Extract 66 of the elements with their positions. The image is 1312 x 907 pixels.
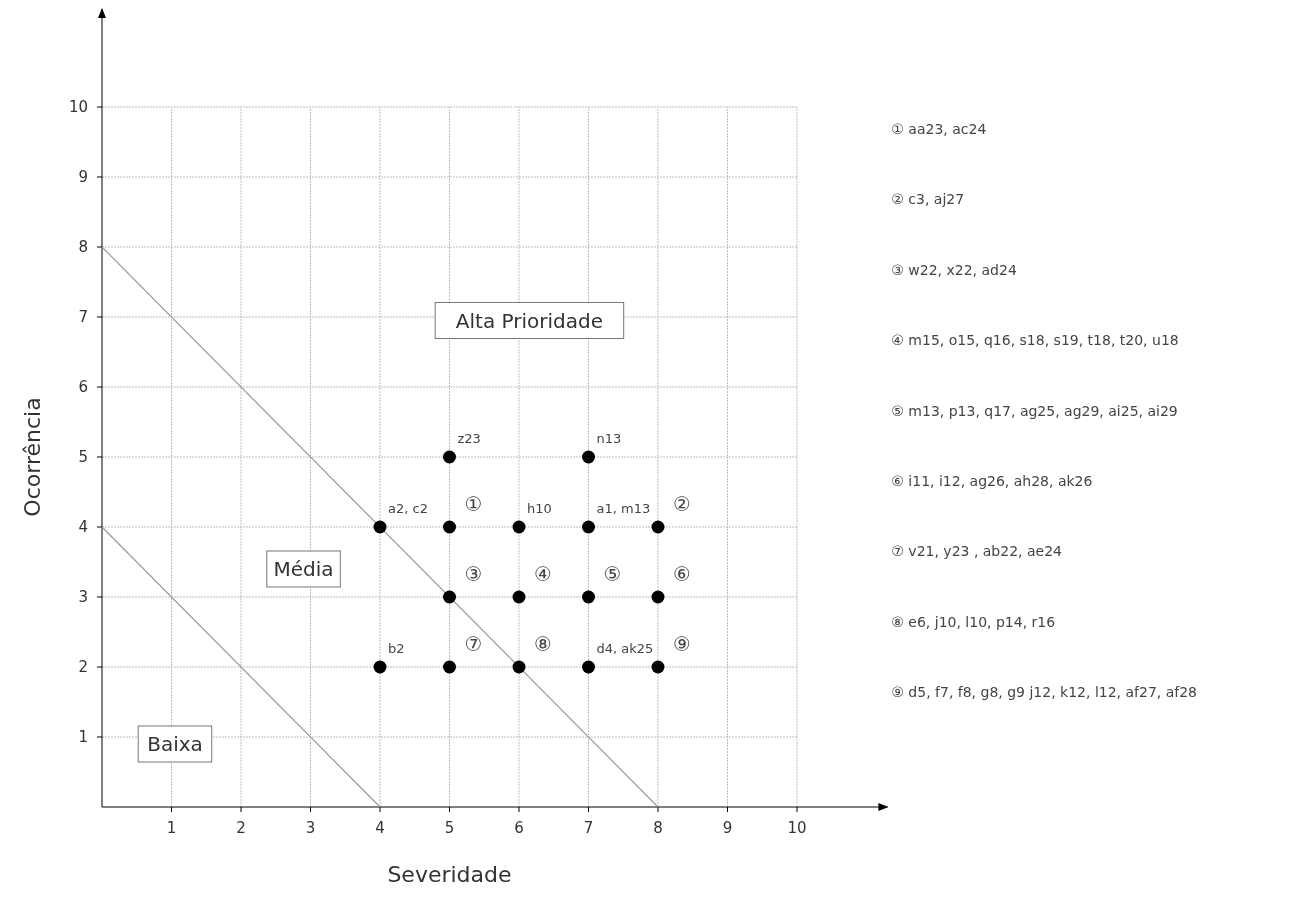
data-label: ⑦ — [464, 632, 483, 656]
point — [443, 520, 456, 534]
point — [373, 520, 387, 534]
y-tick-label: 3 — [78, 588, 88, 606]
data-label: a2, c2 — [388, 501, 428, 516]
y-tick-label: 5 — [78, 448, 88, 466]
data-label: d4, ak25 — [596, 641, 654, 656]
data-label: ① — [464, 492, 483, 516]
data-label: ④ — [534, 562, 552, 586]
data-label: a1, m13 — [596, 501, 651, 516]
point — [651, 520, 665, 534]
point — [582, 660, 595, 674]
y-tick-label: 1 — [78, 728, 88, 746]
x-axis-title: Severidade — [387, 862, 512, 887]
data-label: ⑥ — [673, 562, 691, 586]
data-label: ⑤ — [603, 562, 622, 586]
x-tick-label: 2 — [236, 819, 246, 837]
annotation: Baixa — [147, 732, 203, 756]
point — [443, 660, 456, 674]
point — [651, 660, 665, 674]
data-label: b2 — [388, 641, 405, 656]
text: ⑦ v21, y23 , ab22, ae24 — [891, 543, 1063, 560]
text: ① aa23, ac24 — [891, 121, 987, 137]
point — [512, 660, 526, 674]
y-tick-label: 8 — [78, 238, 88, 256]
x-tick-label: 9 — [722, 819, 733, 837]
x-tick-label: 10 — [787, 819, 807, 837]
data-label: ③ — [464, 562, 483, 586]
y-axis-title: Ocorrência — [20, 397, 45, 517]
point — [512, 520, 526, 534]
x-tick-label: 3 — [305, 819, 316, 837]
point — [373, 660, 387, 674]
text: ⑧ e6, j10, l10, p14, r16 — [891, 613, 1056, 630]
point — [582, 450, 595, 464]
y-tick-label: 4 — [78, 518, 88, 536]
data-label: ② — [673, 492, 691, 516]
x-tick-label: 7 — [583, 819, 594, 837]
y-tick-label: 9 — [78, 168, 88, 186]
point — [651, 590, 665, 604]
point — [582, 590, 595, 604]
x-tick-label: 5 — [444, 819, 455, 837]
x-tick-label: 8 — [653, 819, 663, 837]
y-tick-label: 2 — [78, 658, 88, 676]
text: ⑨ d5, f7, f8, g8, g9 j12, k12, l12, af27, af28 — [891, 684, 1198, 701]
data-label: ⑧ — [534, 632, 552, 656]
y-tick-label: 7 — [78, 308, 88, 326]
data-label: n13 — [596, 431, 622, 446]
x-tick-label: 4 — [375, 819, 385, 837]
text: ⑥ i11, i12, ag26, ah28, ak26 — [891, 473, 1093, 489]
y-tick-label: 10 — [68, 98, 88, 116]
text: ④ m15, o15, q16, s18, s19, t18, t20, u18 — [891, 332, 1179, 349]
point — [443, 450, 456, 464]
point — [582, 520, 595, 534]
x-tick-label: 1 — [166, 819, 177, 837]
text: ⑤ m13, p13, q17, ag25, ag29, ai25, ai29 — [891, 402, 1178, 419]
annotation: Alta Prioridade — [455, 308, 603, 333]
x-tick-label: 6 — [514, 819, 524, 837]
data-label: h10 — [527, 501, 552, 516]
y-tick-label: 6 — [78, 378, 88, 396]
annotation: Média — [273, 557, 334, 581]
data-label: ⑨ — [673, 632, 691, 656]
text: ③ w22, x22, ad24 — [891, 261, 1017, 278]
data-label: z23 — [457, 431, 481, 446]
point — [512, 590, 526, 604]
point — [443, 590, 456, 604]
text: ② c3, aj27 — [891, 191, 965, 208]
